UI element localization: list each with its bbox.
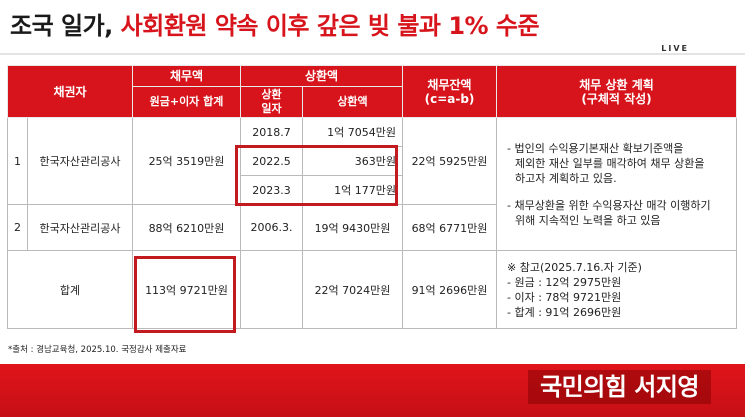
header-repay: 상환액 <box>240 65 403 87</box>
header-debt: 채무액 <box>132 65 241 87</box>
total-debt: 113억 9721만원 <box>132 250 241 329</box>
header-debt-sub: 원금+이자 합계 <box>132 86 241 118</box>
repay-amount: 1억 7054만원 <box>302 117 403 147</box>
table-row: 2023.3 1억 177만원 <box>8 175 737 205</box>
repay-date: 2018.7 <box>240 117 303 147</box>
repay-date: 2006.3. <box>240 204 303 251</box>
speaker-caption: 국민의힘 서지영 <box>528 370 711 404</box>
header-repay-date: 상환 일자 <box>240 86 303 118</box>
repay-amount: 19억 9430만원 <box>302 204 403 251</box>
total-repay-date <box>240 250 303 329</box>
headline-highlight: 사회환원 약속 이후 갚은 빚 불과 1% 수준 <box>120 12 540 40</box>
bottom-band <box>0 364 745 417</box>
total-note: ※ 참고(2025.7.16.자 기준) - 원금 : 12억 2975만원 -… <box>496 250 737 329</box>
total-repay-amount: 22억 7024만원 <box>302 250 403 329</box>
table-row: 2022.5 363만원 <box>8 146 737 176</box>
header-creditor: 채권자 <box>7 65 133 118</box>
row-number: 2 <box>7 204 28 251</box>
repayment-plan: - 법인의 수익용기본재산 확보기준액을 제외한 재산 일부를 매각하여 채무 … <box>496 117 737 251</box>
table-row: 2 한국자산관리공사 88억 6210만원 2006.3. 19억 9430만원… <box>7 204 737 251</box>
plan-line: 위해 지속적인 노력을 하고 있음 <box>515 213 661 227</box>
note-line: - 원금 : 12억 2975만원 <box>507 275 622 289</box>
repay-date: 2022.5 <box>240 146 303 176</box>
header-plan: 채무 상환 계획 (구체적 작성) <box>496 65 737 118</box>
headline-prefix: 조국 일가, <box>10 12 121 40</box>
note-line: - 합계 : 91억 2696만원 <box>507 305 622 319</box>
row-creditor: 한국자산관리공사 <box>27 117 133 205</box>
row-number: 1 <box>7 117 28 205</box>
row-balance: 68억 6771만원 <box>402 204 497 251</box>
debt-table: 채권자 채무액 상환액 채무잔액 (c=a-b) 채무 상환 계획 (구체적 작… <box>7 65 737 329</box>
source-note: *출처 : 경남교육청, 2025.10. 국정감사 제출자료 <box>8 345 187 355</box>
row-creditor: 한국자산관리공사 <box>27 204 133 251</box>
repay-amount: 1억 177만원 <box>302 175 403 205</box>
table-row: 1 한국자산관리공사 25억 3519만원 2018.7 1억 7054만원 2… <box>7 117 737 251</box>
divider <box>0 53 745 55</box>
repay-date: 2023.3 <box>240 175 303 205</box>
plan-line: - 법인의 수익용기본재산 확보기준액을 <box>507 141 684 155</box>
note-line: - 이자 : 78억 9721만원 <box>507 290 622 304</box>
plan-line: - 채무상환을 위한 수익용자산 매각 이행하기 <box>507 198 711 212</box>
plan-line: 하고자 계획하고 있음. <box>515 171 617 185</box>
plan-line: 제외한 재산 일부를 매각하여 채무 상환을 <box>515 156 705 170</box>
headline-bar: 조국 일가, 사회환원 약속 이후 갚은 빚 불과 1% 수준 <box>0 0 745 44</box>
header-repay-amount: 상환액 <box>302 86 403 118</box>
note-line: ※ 참고(2025.7.16.자 기준) <box>507 260 642 274</box>
row-balance: 22억 5925만원 <box>402 117 497 205</box>
headline: 조국 일가, 사회환원 약속 이후 갚은 빚 불과 1% 수준 <box>10 6 540 41</box>
repay-amount: 363만원 <box>302 146 403 176</box>
row-debt: 25억 3519만원 <box>132 117 241 205</box>
total-balance: 91억 2696만원 <box>402 250 497 329</box>
header-balance: 채무잔액 (c=a-b) <box>402 65 497 118</box>
total-label: 합계 <box>7 250 133 329</box>
total-row: 합계 113억 9721만원 22억 7024만원 91억 2696만원 ※ 참… <box>7 250 737 329</box>
row-debt: 88억 6210만원 <box>132 204 241 251</box>
live-label: LIVE <box>661 44 689 53</box>
